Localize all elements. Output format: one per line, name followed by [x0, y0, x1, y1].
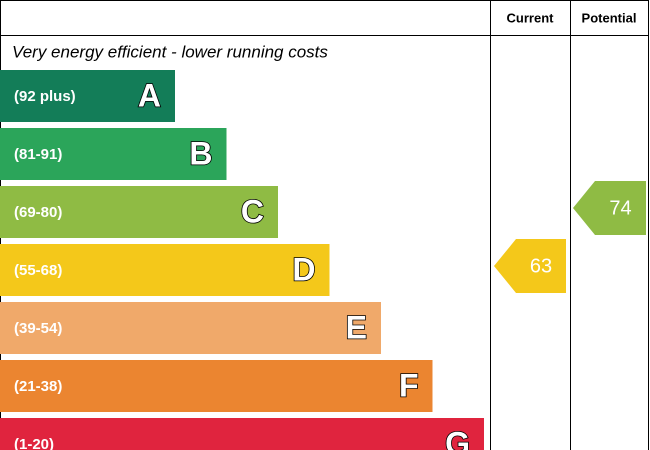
band-range: (39-54): [14, 320, 62, 337]
band-bar: [0, 360, 433, 412]
band-letter: F: [399, 367, 419, 403]
rating-arrow: [573, 181, 646, 235]
band-range: (55-68): [14, 262, 62, 279]
band-range: (81-91): [14, 146, 62, 163]
band-bar: [0, 186, 278, 238]
potential-header: Potential: [582, 10, 637, 25]
band-letter: B: [189, 135, 212, 171]
band-bar: [0, 418, 484, 450]
rating-value: 63: [530, 255, 552, 277]
band-range: (1-20): [14, 436, 54, 450]
band-letter: G: [445, 425, 470, 450]
band-range: (92 plus): [14, 88, 76, 105]
band-letter: A: [138, 77, 161, 113]
band-bar: [0, 244, 330, 296]
band-range: (21-38): [14, 378, 62, 395]
band-bar: [0, 302, 381, 354]
subtitle: Very energy efficient - lower running co…: [12, 42, 328, 61]
band-bar: [0, 128, 227, 180]
band-letter: E: [346, 309, 367, 345]
rating-arrow: [494, 239, 566, 293]
current-header: Current: [507, 10, 555, 25]
band-letter: D: [292, 251, 315, 287]
band-letter: C: [241, 193, 264, 229]
band-bar: [0, 70, 175, 122]
rating-value: 74: [609, 197, 631, 219]
band-range: (69-80): [14, 204, 62, 221]
